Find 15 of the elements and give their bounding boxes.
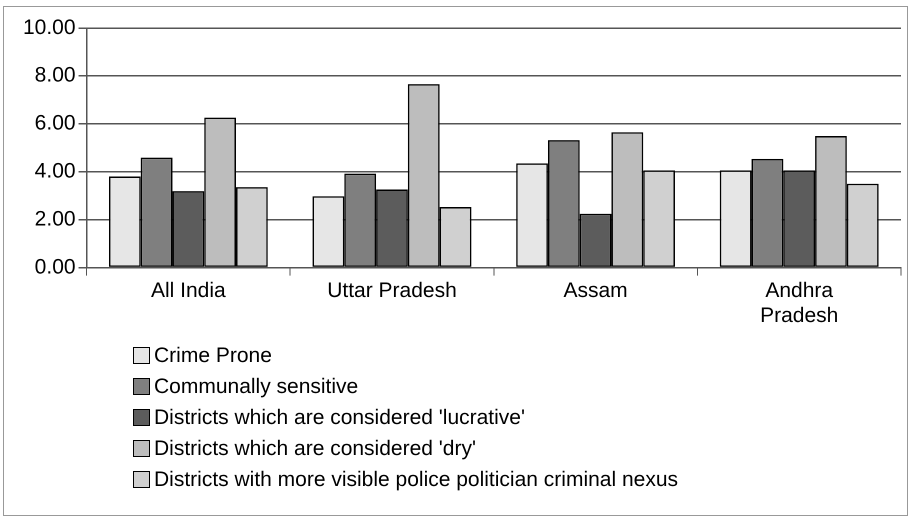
x-tick-label: Assam — [563, 278, 628, 302]
x-tick-label: All India — [151, 278, 226, 302]
legend-label: Crime Prone — [154, 343, 272, 369]
legend-label: Communally sensitive — [154, 374, 358, 400]
y-tick-label: 10.00 — [22, 16, 76, 39]
y-tick-label: 6.00 — [34, 112, 76, 135]
x-tick-label: Uttar Pradesh — [327, 278, 457, 302]
legend-label: Districts with more visible police politician criminal nexus — [154, 467, 678, 493]
legend-label: Districts which are considered 'dry' — [154, 436, 476, 462]
y-tick-label: 2.00 — [34, 207, 76, 230]
y-tick-label: 0.00 — [34, 255, 76, 278]
legend-label: Districts which are considered 'lucrative' — [154, 405, 525, 431]
y-tick-label: 4.00 — [34, 160, 76, 183]
x-tick-label: Andhra Pradesh — [760, 278, 838, 328]
y-tick-label: 8.00 — [34, 64, 76, 87]
